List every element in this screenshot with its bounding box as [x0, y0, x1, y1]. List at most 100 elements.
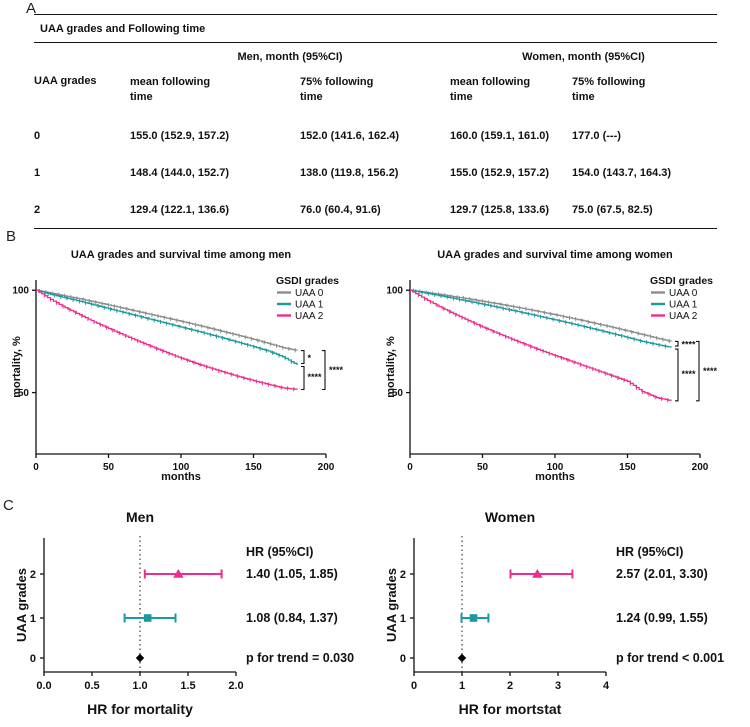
table-cell: 160.0 (159.1, 161.0)	[450, 129, 550, 142]
survival-svg: UAA grades and survival time among men 0 5…	[11, 249, 344, 483]
y-tick-label: 100	[12, 286, 29, 297]
legend-label: UAA 0	[669, 288, 698, 299]
y-tick-label: 2	[30, 569, 36, 581]
column-header-women-mean: mean following time	[450, 76, 531, 104]
x-tick-label: 200	[318, 462, 335, 473]
forest-row-grade-1	[123, 613, 177, 623]
table-cell: 154.0 (143.7, 164.3)	[572, 166, 672, 179]
table-cell: 129.7 (125.8, 133.6)	[450, 203, 550, 216]
hr-header: HR (95%CI)	[246, 545, 313, 559]
x-tick-label: 150	[619, 462, 636, 473]
panel-a-label: A	[26, 0, 37, 17]
table-cell: 177.0 (---)	[572, 129, 621, 142]
y-tick-label: 1	[400, 613, 406, 625]
table-cell: 76.0 (60.4, 91.6)	[300, 203, 381, 216]
legend-label: UAA 2	[669, 311, 698, 322]
x-tick-label: 50	[477, 462, 489, 473]
survival-curve-uaa-0	[36, 288, 298, 353]
column-header-men-mean: mean following time	[130, 76, 211, 104]
x-tick-label: 100	[547, 462, 564, 473]
hr-value: 1.08 (0.84, 1.37)	[246, 611, 338, 625]
survival-curve-uaa-2	[36, 289, 298, 392]
significance-stars: ****	[308, 372, 323, 382]
axes	[413, 538, 606, 673]
significance-stars: ****	[682, 369, 697, 379]
table-grid: Men, month (95%CI) Women, month (95%CI) …	[34, 43, 717, 228]
survival-svg: UAA grades and survival time among women…	[385, 249, 718, 483]
table-title: UAA grades and Following time	[40, 22, 206, 35]
table-cell: 129.4 (122.1, 136.6)	[130, 203, 230, 216]
table-cell: 138.0 (119.8, 156.2)	[300, 166, 399, 179]
x-tick-label: 50	[103, 462, 115, 473]
y-tick-label: 100	[386, 286, 403, 297]
y-axis-label: UAA grades	[384, 568, 399, 642]
x-axis-label: HR for mortality	[87, 701, 193, 717]
legend-title: GSDI grades	[650, 275, 713, 287]
x-tick-label: 1.0	[132, 680, 147, 692]
x-axis-label: months	[535, 471, 575, 483]
survival-chart-men: UAA grades and survival time among men 0 5…	[10, 244, 372, 489]
group-header-men: Men, month (95%CI)	[237, 51, 343, 63]
significance-stars: ****	[329, 365, 344, 375]
x-tick-label: 2.0	[228, 680, 243, 692]
x-tick-label: 200	[692, 462, 709, 473]
legend-title: GSDI grades	[276, 275, 339, 287]
column-header-men-75: 75% following time	[300, 76, 374, 104]
legend-label: UAA 0	[295, 288, 324, 299]
column-header-women-75: 75% following time	[572, 76, 646, 104]
x-tick-label: 100	[173, 462, 190, 473]
x-axis-label: months	[161, 471, 201, 483]
triangle-marker	[173, 569, 184, 578]
x-tick-label: 4	[603, 680, 610, 692]
x-tick-label: 3	[555, 680, 561, 692]
survival-curve-uaa-1	[36, 289, 298, 365]
x-tick-label: 0	[33, 462, 39, 473]
significance-bracket	[675, 340, 679, 347]
legend-label: UAA 1	[669, 300, 698, 311]
y-tick-label: 0	[400, 653, 406, 665]
table-cell: 155.0 (152.9, 157.2)	[130, 129, 230, 142]
uaa-grade-cell: 0	[34, 129, 41, 142]
y-axis-label: UAA grades	[14, 568, 29, 642]
table-rule-top	[34, 14, 717, 15]
significance-bracket	[301, 350, 305, 365]
significance-bracket	[675, 348, 679, 402]
y-axis-label: mortality, %	[11, 336, 23, 398]
legend-label: UAA 2	[295, 311, 324, 322]
uaa-grade-cell: 1	[34, 166, 41, 179]
x-tick-label: 150	[245, 462, 262, 473]
hr-header: HR (95%CI)	[616, 545, 683, 559]
y-tick-label: 1	[30, 613, 36, 625]
axes	[35, 280, 326, 455]
forest-row-grade-0	[457, 653, 467, 663]
survival-curve-uaa-1	[410, 289, 672, 349]
y-tick-label: 50	[18, 388, 30, 399]
hr-value: 1.24 (0.99, 1.55)	[616, 611, 708, 625]
hr-value: 2.57 (2.01, 3.30)	[616, 567, 708, 581]
y-tick-label: 2	[400, 569, 406, 581]
panel-c-label: C	[3, 497, 14, 514]
hr-value: 1.40 (1.05, 1.85)	[246, 567, 338, 581]
table-rule-bottom	[34, 228, 717, 229]
chart-title: UAA grades and survival time among women	[437, 249, 673, 261]
square-marker	[143, 614, 152, 622]
axes	[409, 280, 700, 455]
survival-chart-women: UAA grades and survival time among women…	[384, 244, 746, 489]
panel-b-label: B	[6, 228, 17, 245]
x-tick-label: 0	[411, 680, 417, 692]
diamond-marker	[457, 653, 467, 663]
table-cell: 155.0 (152.9, 157.2)	[450, 166, 550, 179]
forest-plot-women: Women 0 1 2 3 4 2 1 0 HR for mortstat UAA grades HR…	[384, 506, 746, 725]
x-tick-label: 2	[507, 680, 513, 692]
x-tick-label: 1	[459, 680, 465, 692]
table-rule-mid	[34, 42, 717, 43]
forest-row-grade-1	[460, 613, 490, 623]
x-tick-label: 0.0	[36, 680, 51, 692]
chart-title: Men	[126, 509, 154, 525]
y-tick-label: 0	[30, 653, 36, 665]
y-tick-label: 50	[392, 388, 404, 399]
significance-bracket	[696, 340, 700, 402]
significance-stars: ****	[703, 366, 718, 376]
